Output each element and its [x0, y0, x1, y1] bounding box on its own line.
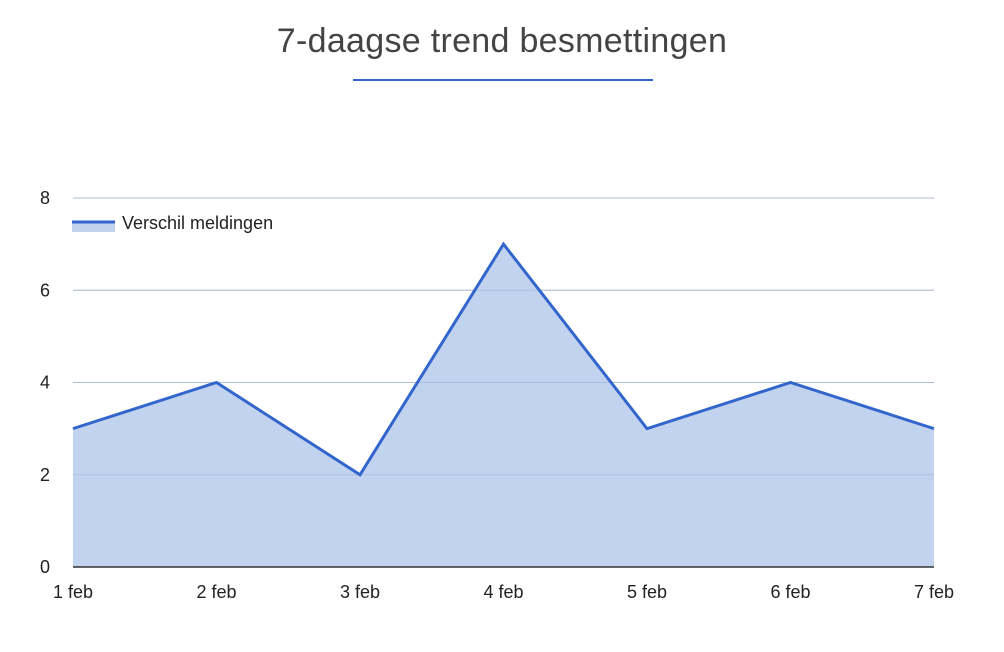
series-layer [72, 197, 935, 568]
x-axis-labels: 1 feb 2 feb 3 feb 4 feb 5 feb 6 feb 7 feb [53, 582, 954, 602]
y-axis-labels: 0 2 4 6 8 [40, 188, 50, 577]
legend: Verschil meldingen [72, 213, 273, 233]
x-tick-label: 3 feb [340, 582, 380, 602]
legend-swatch-fill [72, 222, 115, 232]
x-tick-label: 7 feb [914, 582, 954, 602]
x-tick-label: 6 feb [770, 582, 810, 602]
chart-title: 7-daagse trend besmettingen [276, 22, 728, 60]
y-tick-label: 4 [40, 373, 50, 393]
x-tick-label: 4 feb [483, 582, 523, 602]
x-tick-label: 5 feb [627, 582, 667, 602]
y-tick-label: 2 [40, 465, 50, 485]
x-tick-label: 1 feb [53, 582, 93, 602]
series-area-verschil-meldingen [73, 244, 934, 567]
title-underline [353, 79, 653, 81]
x-tick-label: 2 feb [196, 582, 236, 602]
y-tick-label: 8 [40, 188, 50, 208]
y-tick-label: 0 [40, 557, 50, 577]
legend-label: Verschil meldingen [122, 213, 273, 233]
y-tick-label: 6 [40, 280, 50, 300]
